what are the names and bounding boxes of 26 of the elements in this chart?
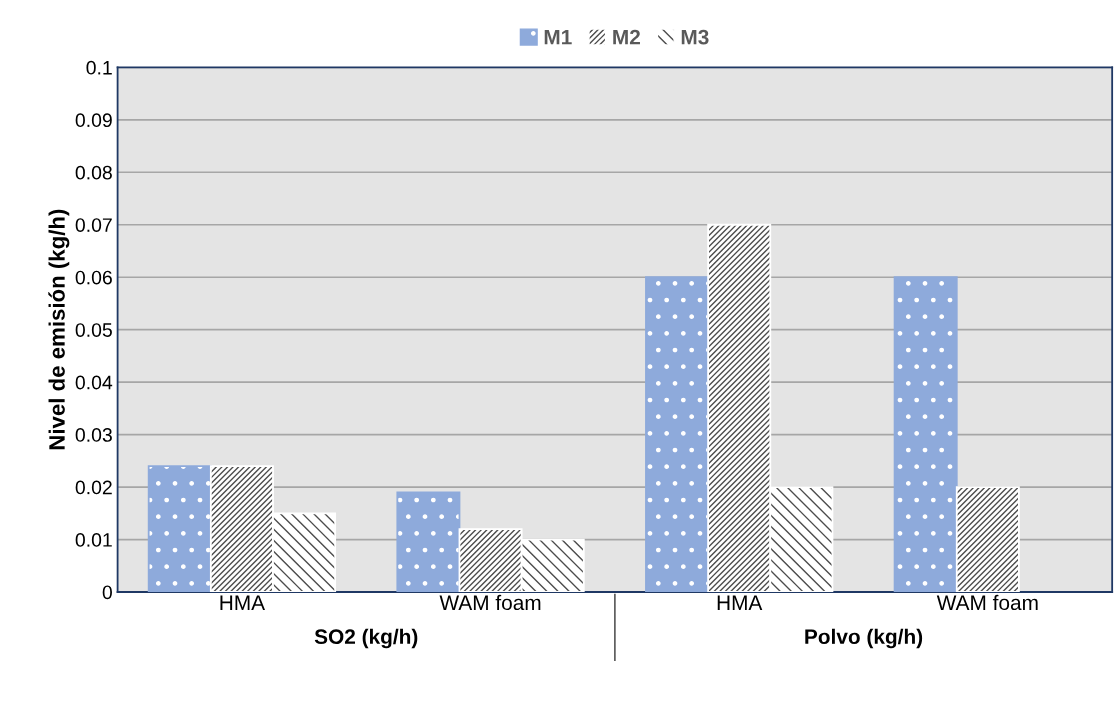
y-tick-label: 0.02 xyxy=(75,480,112,495)
y-tick-label: 0.07 xyxy=(75,218,112,232)
legend-label: M3 xyxy=(681,29,709,45)
x-tick-label: WAM foam xyxy=(439,594,541,611)
text: SO2 (kg/h) xyxy=(314,628,418,649)
y-tick-label: 0 xyxy=(102,585,112,600)
y-tick-label: 0.01 xyxy=(75,533,112,547)
bar xyxy=(645,276,710,593)
bar xyxy=(893,276,958,593)
x-tick-label: HMA xyxy=(717,595,763,610)
text: Polvo (kg/h) xyxy=(805,628,923,649)
y-tick-label: 0.05 xyxy=(75,323,112,337)
y-tick-label: 0.03 xyxy=(75,428,112,442)
y-axis-title: Nivel de emisión (kg/h) xyxy=(48,209,70,450)
y-tick-label: 0.1 xyxy=(86,60,112,75)
y-tick-label: 0.04 xyxy=(75,375,113,390)
bar xyxy=(147,465,212,593)
x-tick-label: HMA xyxy=(220,595,266,610)
y-tick-label: 0.08 xyxy=(75,165,112,180)
y-tick-label: 0.09 xyxy=(75,113,112,128)
legend-label: M2 xyxy=(613,29,640,45)
bar xyxy=(396,491,461,593)
x-tick-label: WAM foam xyxy=(936,594,1038,611)
bar xyxy=(955,486,1020,593)
legend-label: M1 xyxy=(544,29,572,45)
y-tick-label: 0.06 xyxy=(75,270,112,285)
